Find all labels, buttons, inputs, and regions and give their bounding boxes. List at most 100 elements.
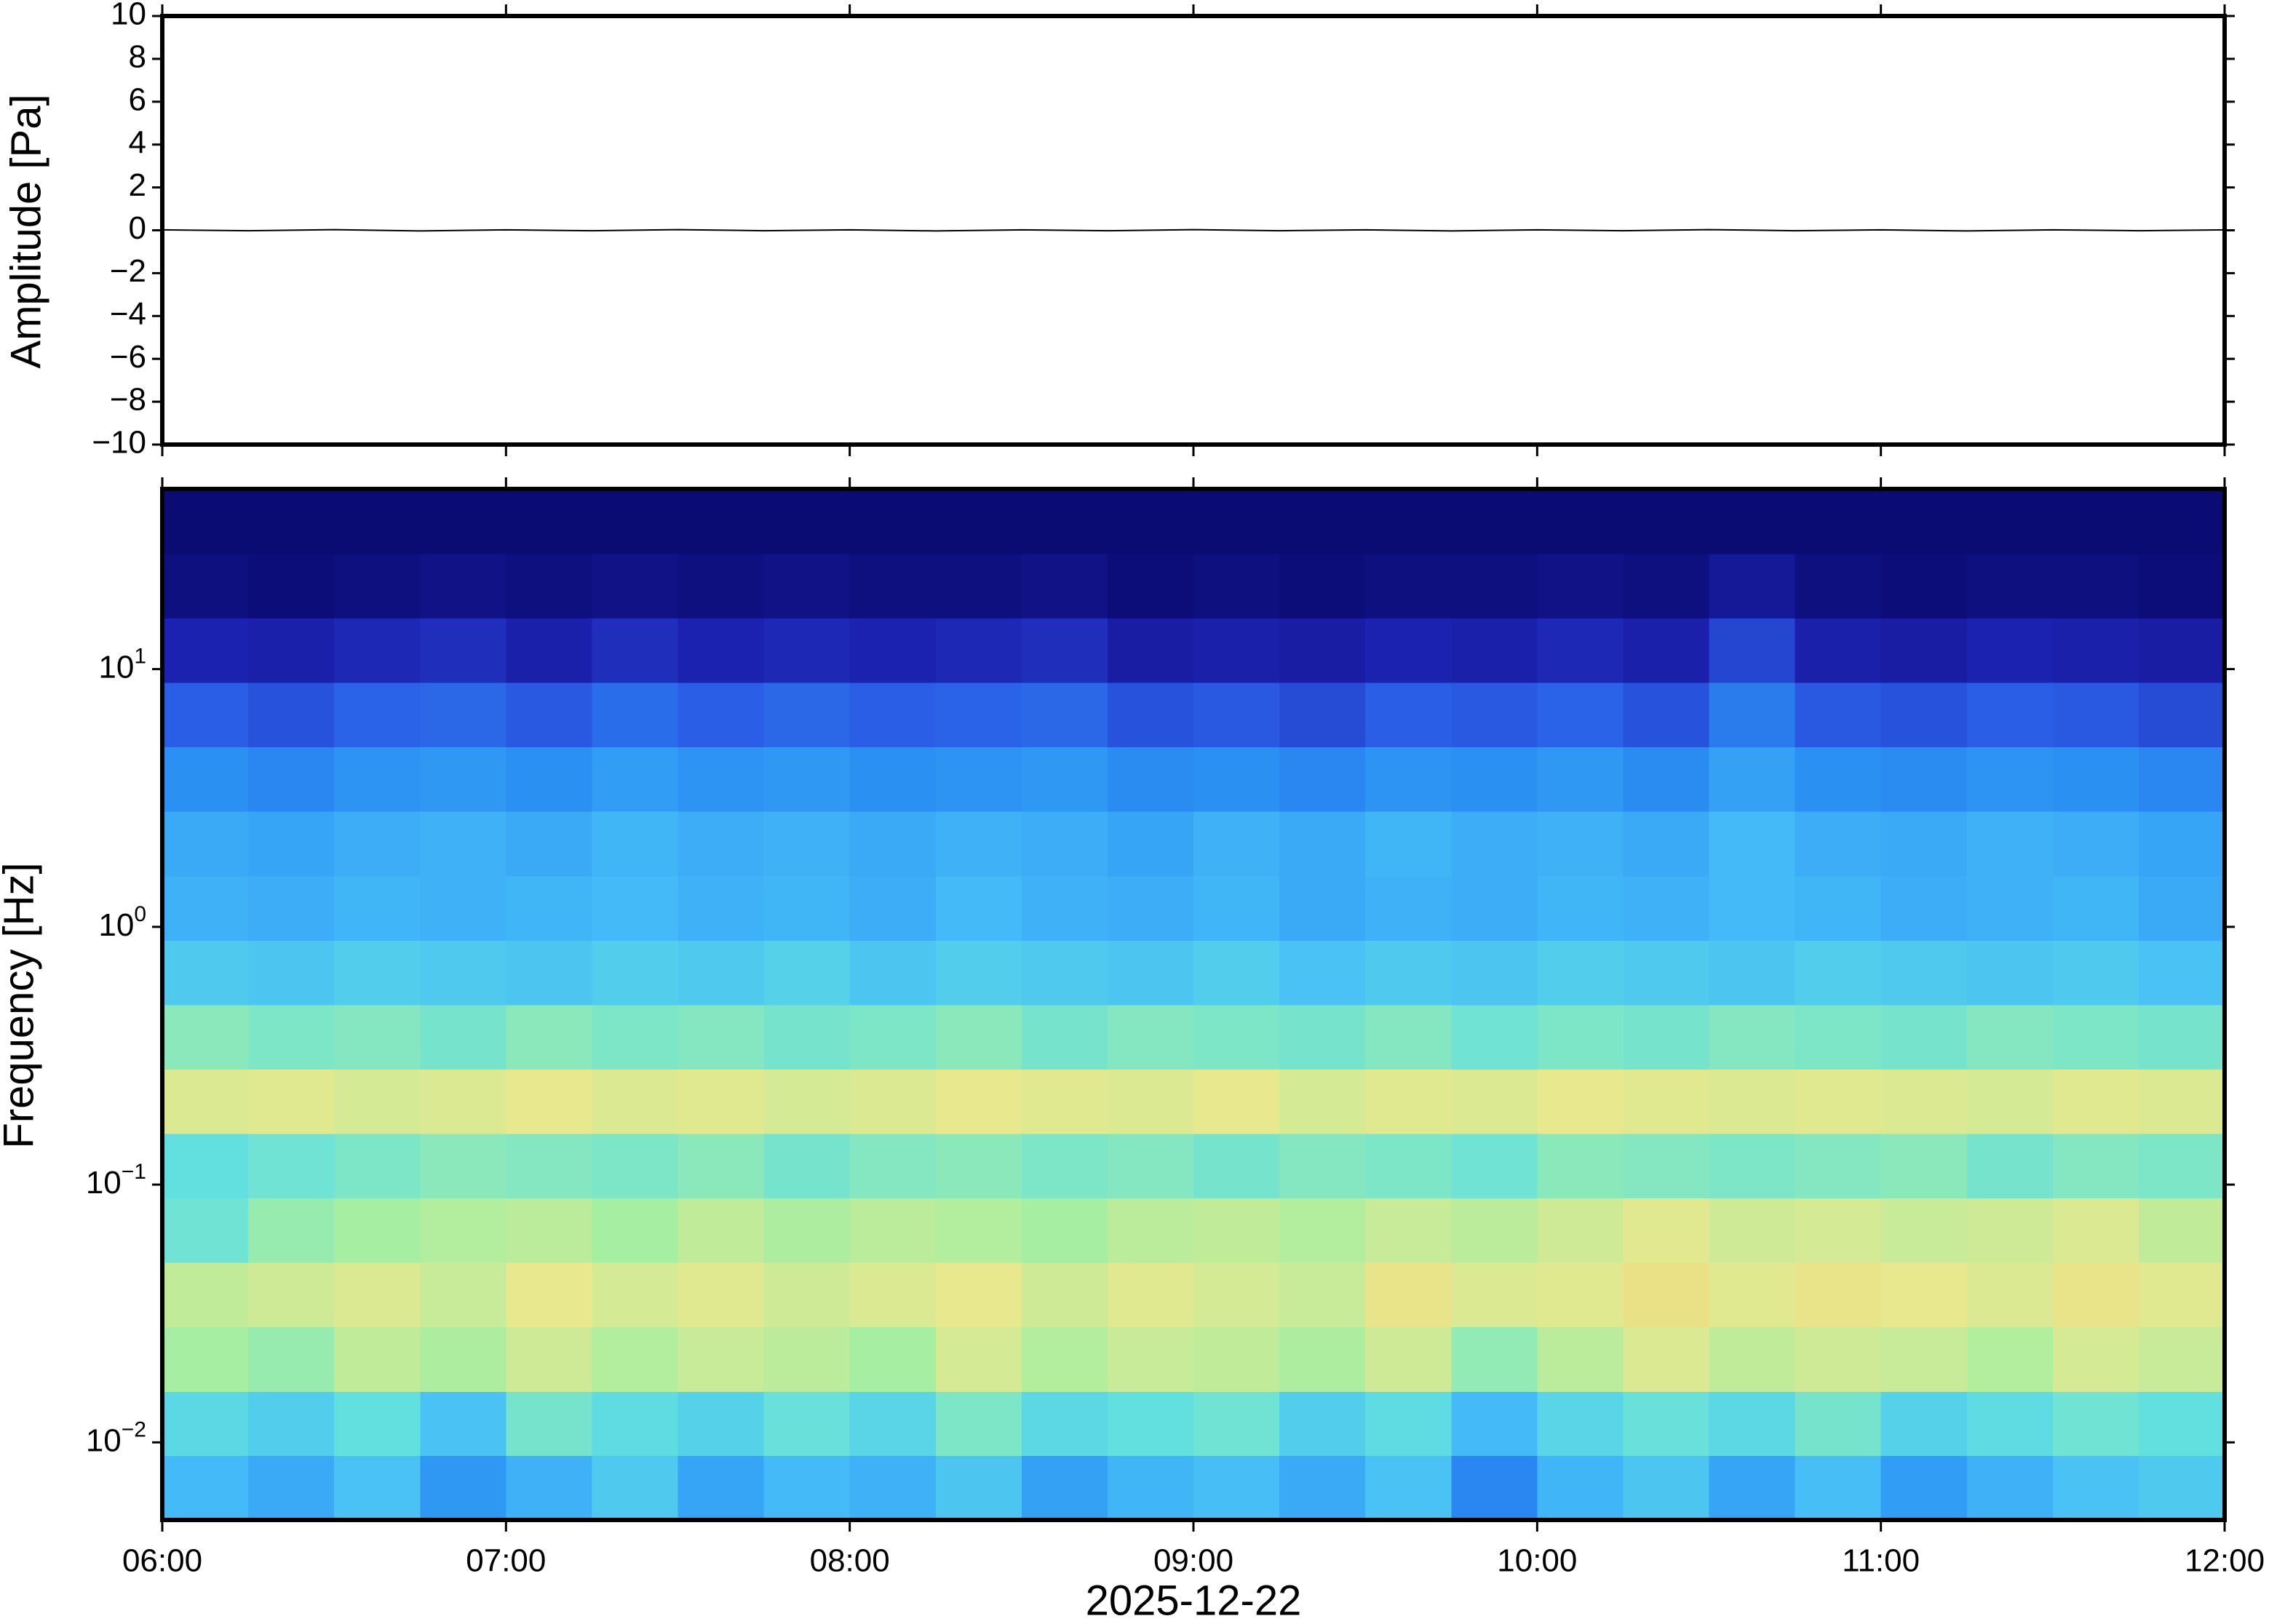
spectrogram-cell bbox=[1107, 1069, 1194, 1134]
spectrogram-cell bbox=[162, 1069, 249, 1134]
spectrogram-cell bbox=[248, 1390, 335, 1457]
spectrogram-cell bbox=[935, 1133, 1022, 1199]
spectrogram-cell bbox=[677, 618, 765, 683]
spectrogram-cell bbox=[334, 1390, 421, 1457]
spectrogram-cell bbox=[162, 1198, 249, 1263]
spectrogram-cell bbox=[248, 1262, 335, 1328]
spectrogram-cell bbox=[763, 1326, 851, 1392]
spectrogram-cell bbox=[1623, 1069, 1710, 1134]
spectrogram-cell bbox=[935, 1455, 1022, 1521]
spectrogram-cell bbox=[420, 1326, 507, 1392]
spectrogram-cell bbox=[1880, 618, 1968, 683]
spectrogram-cell bbox=[1880, 1198, 1968, 1263]
spectrogram-cell bbox=[1107, 1262, 1194, 1328]
spectrogram-cell bbox=[1966, 618, 2054, 683]
spectrogram-cell bbox=[162, 1262, 249, 1328]
y-tick-label: 10−1 bbox=[86, 1160, 146, 1201]
x-tick-label: 12:00 bbox=[2185, 1543, 2265, 1579]
spectrogram-cell bbox=[2052, 553, 2139, 619]
spectrogram-cell bbox=[1795, 875, 1882, 941]
spectrogram-cell bbox=[2138, 747, 2225, 812]
spectrogram-cell bbox=[1193, 1069, 1280, 1134]
spectrogram-cell bbox=[592, 1262, 679, 1328]
spectrogram-cell bbox=[1709, 875, 1796, 941]
spectrogram-cell bbox=[1021, 1390, 1108, 1457]
spectrogram-cell bbox=[677, 489, 765, 554]
spectrogram-cell bbox=[849, 682, 937, 748]
y-tick-label: 101 bbox=[98, 645, 146, 685]
spectrogram-cell bbox=[162, 1004, 249, 1070]
spectrogram-cell bbox=[248, 1004, 335, 1070]
spectrogram-cell bbox=[1365, 747, 1453, 812]
spectrogram-cell bbox=[248, 553, 335, 619]
spectrogram-cell bbox=[1623, 489, 1710, 554]
spectrogram-cell bbox=[1193, 1455, 1280, 1521]
y-tick-exponent: 0 bbox=[134, 902, 146, 926]
spectrogram-cell bbox=[935, 1069, 1022, 1134]
spectrogram-cell bbox=[1880, 1004, 1968, 1070]
spectrogram-cell bbox=[677, 1133, 765, 1199]
spectrogram-cell bbox=[849, 1133, 937, 1199]
spectrogram-cell bbox=[2138, 1262, 2225, 1328]
spectrogram-cell bbox=[1021, 1262, 1108, 1328]
spectrogram-cell bbox=[420, 1069, 507, 1134]
spectrogram-cell bbox=[1537, 1390, 1624, 1457]
spectrogram-cell bbox=[1966, 553, 2054, 619]
spectrogram-cell bbox=[1193, 553, 1280, 619]
spectrogram-cell bbox=[1795, 618, 1882, 683]
spectrogram-cell bbox=[1451, 1262, 1538, 1328]
spectrogram-cell bbox=[1880, 1133, 1968, 1199]
spectrogram-cell bbox=[935, 747, 1022, 812]
spectrogram-cell bbox=[420, 682, 507, 748]
spectrogram-cell bbox=[1365, 1133, 1453, 1199]
spectrogram-cell bbox=[420, 1198, 507, 1263]
spectrogram-cell bbox=[506, 1455, 593, 1521]
spectrogram-cell bbox=[1537, 553, 1624, 619]
spectrogram-cell bbox=[592, 939, 679, 1006]
spectrogram-cell bbox=[2052, 1004, 2139, 1070]
spectrogram-cell bbox=[763, 1004, 851, 1070]
spectrogram-cell bbox=[506, 1262, 593, 1328]
spectrogram-cell bbox=[1795, 747, 1882, 812]
spectrogram-cell bbox=[1279, 1326, 1366, 1392]
spectrogram-cell bbox=[1021, 1004, 1108, 1070]
spectrogram-cell bbox=[1193, 1004, 1280, 1070]
spectrogram-cell bbox=[1193, 1198, 1280, 1263]
spectrogram-cell bbox=[1880, 875, 1968, 941]
spectrogram-cell bbox=[1193, 875, 1280, 941]
spectrogram-cell bbox=[334, 618, 421, 683]
spectrogram-cell bbox=[162, 1326, 249, 1392]
spectrogram-cell bbox=[1451, 489, 1538, 554]
spectrogram-cell bbox=[592, 1455, 679, 1521]
spectrogram-cell bbox=[935, 682, 1022, 748]
y-tick-label: 10 bbox=[111, 0, 146, 32]
spectrogram-cell bbox=[1623, 747, 1710, 812]
spectrogram-cell bbox=[1537, 1326, 1624, 1392]
spectrogram-cell bbox=[763, 1455, 851, 1521]
spectrogram-cell bbox=[2052, 1069, 2139, 1134]
spectrogram-cell bbox=[162, 682, 249, 748]
spectrogram-cell bbox=[248, 1198, 335, 1263]
spectrogram-cell bbox=[1279, 553, 1366, 619]
y-tick-label: 4 bbox=[129, 124, 146, 160]
spectrogram-cell bbox=[1880, 1390, 1968, 1457]
y-axis-label: Frequency [Hz] bbox=[0, 862, 42, 1148]
spectrogram-cell bbox=[2052, 1455, 2139, 1521]
spectrogram-cell bbox=[420, 875, 507, 941]
spectrogram-cell bbox=[1709, 1198, 1796, 1263]
spectrogram-cell bbox=[1107, 875, 1194, 941]
spectrogram-cell bbox=[420, 553, 507, 619]
spectrogram-cell bbox=[506, 553, 593, 619]
spectrogram-cell bbox=[1451, 747, 1538, 812]
spectrogram-cell bbox=[592, 553, 679, 619]
spectrogram-cell bbox=[1709, 747, 1796, 812]
spectrogram-cell bbox=[2052, 811, 2139, 877]
spectrogram-cell bbox=[1279, 747, 1366, 812]
spectrogram-cell bbox=[1537, 1133, 1624, 1199]
spectrogram-cell bbox=[763, 747, 851, 812]
spectrogram-cell bbox=[1107, 618, 1194, 683]
spectrogram-cell bbox=[849, 811, 937, 877]
spectrogram-cell bbox=[1795, 489, 1882, 554]
spectrogram-cell bbox=[849, 1198, 937, 1263]
spectrogram-cell bbox=[1107, 1455, 1194, 1521]
